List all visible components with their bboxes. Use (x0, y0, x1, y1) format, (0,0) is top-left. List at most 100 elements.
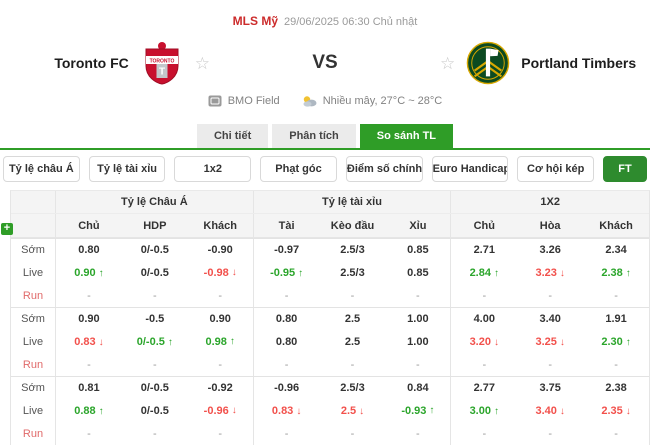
favorite-star-away-icon[interactable]: ☆ (440, 53, 456, 73)
trend-up-icon: ↑ (493, 405, 499, 417)
odds-cell: - (87, 289, 91, 302)
partly-cloudy-icon (303, 96, 317, 107)
svg-text:T: T (159, 67, 165, 78)
odds-cell: 0.85 (385, 261, 452, 284)
column-header-0-2: Khách (188, 214, 254, 237)
odds-cell: 0.85 (385, 239, 452, 261)
odds-cell: - (548, 358, 552, 371)
trend-down-icon: ↓ (493, 336, 499, 348)
trend-up-icon: ↑ (298, 267, 304, 279)
odds-cell: 0.83 ↓ (271, 404, 302, 417)
filter-correct-score[interactable]: Điểm số chính xác (345, 156, 423, 182)
match-datetime: 29/06/2025 06:30 Chủ nhật (284, 16, 418, 28)
column-header-0-1: HDP (143, 219, 167, 232)
filter-over-under[interactable]: Tỷ lệ tài xỉu (88, 156, 166, 182)
column-header-0-0: Chủ (78, 219, 100, 232)
odds-cell: 2.71 (473, 244, 495, 256)
table-group-header-row: Tỷ lệ Châu Á Tỷ lệ tài xỉu 1X2 (11, 191, 649, 214)
odds-row-run-0: Run - - - - - - - - - (11, 284, 649, 307)
odds-cell: - (614, 289, 618, 302)
odds-cell: 0.84 (385, 377, 452, 399)
tab-analysis[interactable]: Phân tích (272, 124, 356, 148)
trend-down-icon: ↓ (231, 267, 237, 278)
row-label-early: Sớm (11, 377, 56, 399)
portland-timbers-logo (466, 41, 510, 85)
trend-down-icon: ↓ (296, 405, 302, 417)
trend-up-icon: ↑ (625, 336, 631, 348)
odds-cell: 2.38 (605, 382, 627, 394)
home-team-name: Toronto FC (54, 55, 129, 71)
tab-details[interactable]: Chi tiết (196, 124, 269, 148)
add-bookmaker-button[interactable]: + (1, 223, 13, 235)
odds-cell: 0/-0.5 (140, 244, 169, 256)
odds-cell: 0/-0.5 (140, 382, 169, 394)
odds-cell: 0/-0.5 (140, 404, 169, 417)
odds-cell: 3.40 ↓ (535, 404, 565, 417)
odds-cell: 3.20 ↓ (469, 335, 499, 348)
column-header-1-2: Xỉu (385, 214, 452, 237)
odds-cell: 1.00 (385, 330, 452, 353)
odds-cell: - (482, 358, 487, 371)
odds-cell: 0.80 (78, 244, 100, 256)
odds-cell: -0.90 (188, 239, 254, 261)
trend-up-icon: ↑ (229, 336, 235, 347)
odds-cell: 0.80 (275, 335, 298, 348)
match-meta: MLS Mỹ 29/06/2025 06:30 Chủ nhật (0, 14, 650, 28)
odds-cell: - (188, 353, 254, 376)
trend-down-icon: ↓ (625, 405, 631, 417)
odds-cell: -0.96 ↓ (188, 399, 254, 422)
odds-row-live-0: Live 0.90 ↑ 0/-0.5 -0.98 ↓ -0.95 ↑ 2.5/3 0.85 2.84… (11, 261, 649, 284)
odds-cell: -0.93 ↑ (385, 399, 452, 422)
odds-cell: 4.00 (473, 313, 495, 325)
filter-corners[interactable]: Phạt góc (260, 156, 337, 182)
row-label-run: Run (11, 284, 56, 307)
odds-cell: 1.00 (385, 308, 452, 330)
odds-cell: 3.40 (539, 313, 561, 325)
league-name: MLS Mỹ (232, 14, 278, 28)
trend-up-icon: ↑ (625, 267, 631, 279)
odds-cell: -0.98 ↓ (188, 261, 254, 284)
teams-row: Toronto FC TORONTO T ☆ VS ☆ Portland Tim… (0, 38, 650, 88)
odds-cell: 0.98 ↑ (188, 330, 254, 353)
odds-cell: 3.75 (539, 382, 561, 394)
odds-cell: 0.90 (188, 308, 254, 330)
column-header-2-1: Hòa (539, 219, 561, 232)
odds-row-live-2: Live 0.88 ↑ 0/-0.5 -0.96 ↓ 0.83 ↓ 2.5 ↓ -0.93 ↑ 3.00… (11, 399, 649, 422)
tab-odds-comparison[interactable]: So sánh TL (359, 124, 454, 148)
odds-cell: - (350, 289, 355, 302)
odds-cell: - (284, 358, 289, 371)
table-column-header-row: Chủ HDP Khách Tài Kèo đầu Xỉu Chủ Hòa Khách (11, 214, 649, 238)
away-team: ☆ Portland Timbers (440, 41, 650, 85)
ft-toggle-button[interactable]: FT (603, 156, 648, 182)
trend-down-icon: ↓ (559, 267, 565, 279)
filter-asian-handicap[interactable]: Tỷ lệ châu Á (3, 156, 80, 182)
weather-text: Nhiều mây, 27°C ~ 28°C (322, 95, 443, 107)
stadium-icon (208, 95, 222, 107)
group-header-0: Tỷ lệ Châu Á (56, 191, 254, 213)
odds-cell: 3.23 ↓ (535, 266, 565, 279)
favorite-star-home-icon[interactable]: ☆ (194, 53, 210, 73)
odds-cell: 3.00 ↑ (469, 404, 499, 417)
odds-row-early-0: Sớm 0.80 0/-0.5 -0.90 -0.97 2.5/3 0.85 2.71 3.26… (11, 238, 649, 261)
corner-cell (11, 214, 56, 237)
odds-cell: 0.81 (78, 382, 100, 394)
group-header-2: 1X2 (540, 196, 560, 208)
odds-cell: - (350, 358, 355, 371)
venue-name: BMO Field (227, 95, 280, 107)
filter-euro-handicap[interactable]: Euro Handicap (431, 156, 509, 182)
odds-cell: - (87, 358, 91, 371)
odds-cell: 2.5/3 (340, 266, 365, 279)
odds-cell: 0.83 ↓ (74, 335, 104, 348)
odds-cell: 0.80 (275, 313, 298, 325)
odds-cell: -0.95 ↑ (270, 266, 304, 279)
home-team: Toronto FC TORONTO T ☆ (0, 41, 210, 85)
row-label-live: Live (11, 399, 56, 422)
odds-cell: 0.88 ↑ (74, 404, 104, 417)
column-header-1-0: Tài (278, 219, 295, 232)
odds-row-live-1: Live 0.83 ↓ 0/-0.5 ↑ 0.98 ↑ 0.80 2.5 1.00 3.20 ↓ 3.2… (11, 330, 649, 353)
corner-cell (11, 191, 56, 213)
filter-double-chance[interactable]: Cơ hội kép (517, 156, 595, 182)
odds-cell: 2.35 ↓ (601, 404, 631, 417)
trend-down-icon: ↓ (559, 405, 565, 417)
filter-1x2[interactable]: 1x2 (174, 156, 252, 182)
